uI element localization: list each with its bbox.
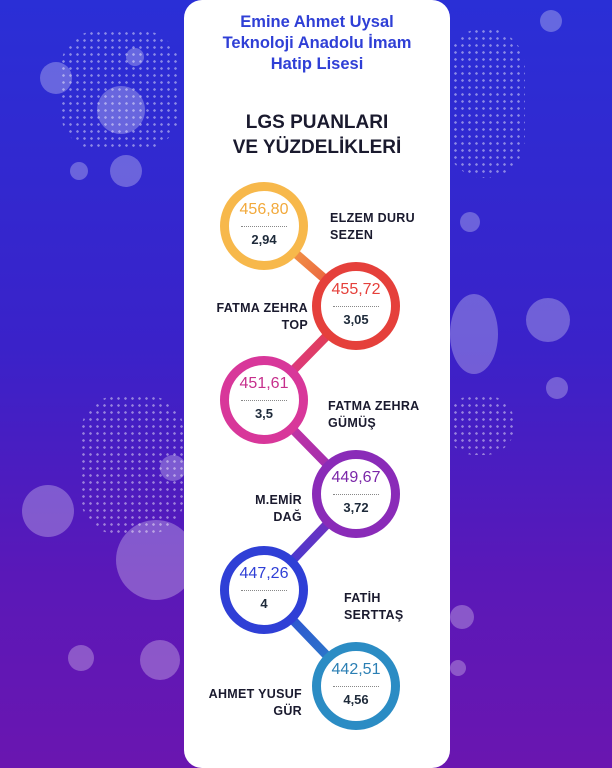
decor-dots [445, 28, 525, 178]
decor-bubble [540, 10, 562, 32]
student-name-line: SEZEN [330, 228, 374, 242]
decor-bubble [22, 485, 74, 537]
page-title-line: VE YÜZDELİKLERİ [232, 137, 402, 158]
student-name: ELZEM DURU SEZEN [330, 210, 415, 244]
student-name: FATİH SERTTAŞ [344, 590, 404, 624]
decor-bubble [40, 62, 72, 94]
decor-dots [60, 30, 180, 150]
decor-bubble [460, 212, 480, 232]
decor-bubble [450, 605, 474, 629]
divider [333, 494, 379, 495]
student-name-line: FATMA ZEHRA [328, 399, 420, 413]
school-name: Emine Ahmet Uysal Teknoloji Anadolu İmam… [184, 12, 450, 75]
student-name-line: ELZEM DURU [330, 211, 415, 225]
divider [241, 226, 287, 227]
decor-bubble [140, 640, 180, 680]
percentile-value: 3,05 [343, 312, 369, 327]
student-name: M.EMİR DAĞ [188, 492, 302, 526]
decor-bubble [110, 155, 142, 187]
student-name-line: TOP [281, 318, 308, 332]
decor-dots [445, 395, 515, 455]
student-name-line: SERTTAŞ [344, 608, 404, 622]
score-value: 449,67 [331, 469, 381, 486]
percentile-value: 3,72 [343, 500, 369, 515]
score-circle: 451,61 3,5 [220, 356, 308, 444]
decor-dots [80, 395, 185, 535]
divider [333, 306, 379, 307]
student-name-line: FATİH [344, 591, 381, 605]
score-value: 455,72 [331, 281, 381, 298]
student-name: AHMET YUSUF GÜR [188, 686, 302, 720]
student-name-line: M.EMİR [255, 493, 302, 507]
decor-bubble [126, 48, 144, 66]
score-value: 451,61 [239, 375, 289, 392]
percentile-value: 4 [260, 596, 268, 611]
decor-bubble [450, 294, 498, 374]
school-name-line: Hatip Lisesi [270, 55, 364, 73]
decor-bubble [160, 455, 186, 481]
student-name: FATMA ZEHRA GÜMÜŞ [328, 398, 419, 432]
score-circle: 455,72 3,05 [312, 262, 400, 350]
divider [241, 590, 287, 591]
score-value: 447,26 [239, 565, 289, 582]
decor-bubble [68, 645, 94, 671]
student-name: FATMA ZEHRA TOP [188, 300, 308, 334]
percentile-value: 4,56 [343, 692, 369, 707]
student-name-line: GÜR [273, 704, 302, 718]
score-circle: 447,26 4 [220, 546, 308, 634]
student-name-line: GÜMÜŞ [328, 416, 377, 430]
results-card: Emine Ahmet Uysal Teknoloji Anadolu İmam… [184, 0, 450, 768]
decor-bubble [116, 520, 196, 600]
school-name-line: Teknoloji Anadolu İmam [222, 34, 412, 52]
score-circle: 442,51 4,56 [312, 642, 400, 730]
page-title-line: LGS PUANLARI [245, 112, 389, 133]
page-title: LGS PUANLARI VE YÜZDELİKLERİ [184, 110, 450, 160]
decor-bubble [546, 377, 568, 399]
decor-bubble [70, 162, 88, 180]
student-name-line: FATMA ZEHRA [216, 301, 308, 315]
percentile-value: 3,5 [254, 406, 274, 421]
score-circle: 449,67 3,72 [312, 450, 400, 538]
school-name-line: Emine Ahmet Uysal [240, 13, 394, 31]
score-value: 456,80 [239, 201, 289, 218]
decor-bubble [526, 298, 570, 342]
score-circle: 456,80 2,94 [220, 182, 308, 270]
decor-bubble [97, 86, 145, 134]
percentile-value: 2,94 [251, 232, 277, 247]
divider [333, 686, 379, 687]
student-name-line: DAĞ [273, 510, 302, 524]
score-value: 442,51 [331, 661, 381, 678]
decor-bubble [450, 660, 466, 676]
student-name-line: AHMET YUSUF [208, 687, 302, 701]
divider [241, 400, 287, 401]
